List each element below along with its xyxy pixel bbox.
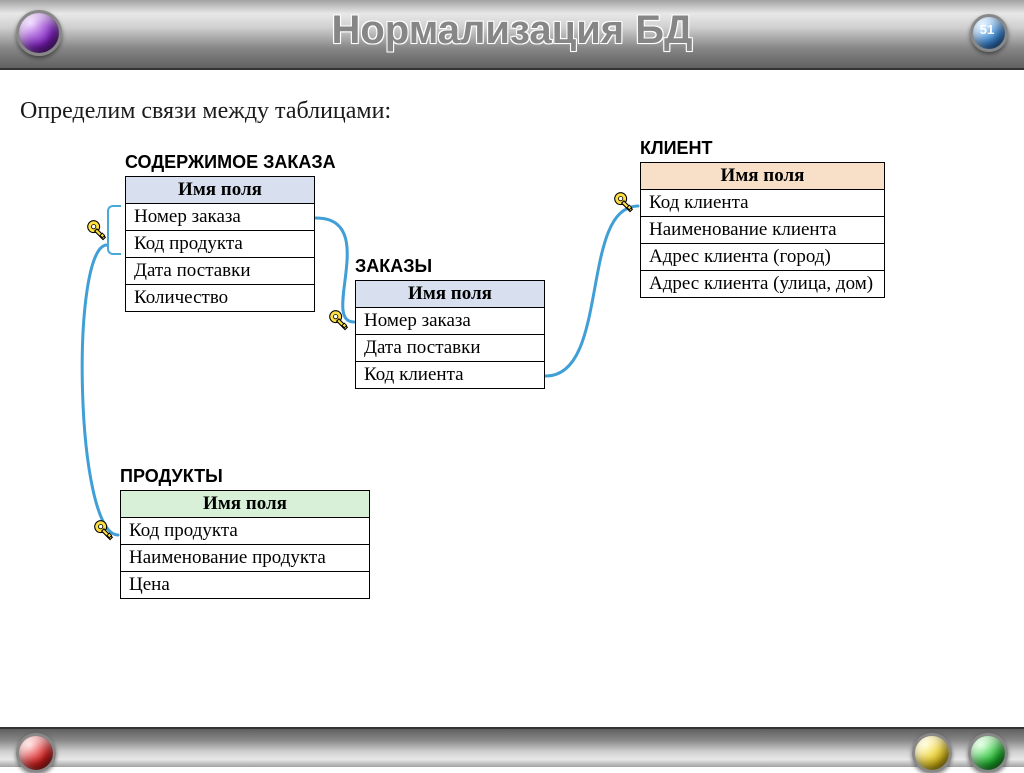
table-cell: Код клиента [641,190,885,217]
table-title-orders: ЗАКАЗЫ [355,256,432,277]
table-cell: Код продукта [126,231,315,258]
table-cell: Наименование клиента [641,217,885,244]
table-cell: Дата поставки [126,258,315,285]
slide-title: Нормализация БД [0,8,1024,53]
table-header: Имя поля [126,177,315,204]
orb-green [968,733,1008,773]
table-cell: Код клиента [356,362,545,389]
table-title-order_content: СОДЕРЖИМОЕ ЗАКАЗА [125,152,336,173]
table-cell: Код продукта [121,518,370,545]
table-cell: Номер заказа [356,308,545,335]
orb-yellow [912,733,952,773]
table-header: Имя поля [356,281,545,308]
lead-text: Определим связи между таблицами: [20,98,391,125]
key-icon [92,518,118,544]
key-icon [612,190,638,216]
table-order_content: Имя поляНомер заказаКод продуктаДата пос… [125,176,315,312]
table-header: Имя поля [121,491,370,518]
table-title-client: КЛИЕНТ [640,138,713,159]
table-header: Имя поля [641,163,885,190]
table-cell: Дата поставки [356,335,545,362]
table-client: Имя поляКод клиентаНаименование клиентаА… [640,162,885,298]
orb-red [16,733,56,773]
table-cell: Номер заказа [126,204,315,231]
table-orders: Имя поляНомер заказаДата поставкиКод кли… [355,280,545,389]
key-icon [327,308,353,334]
table-cell: Количество [126,285,315,312]
content-area: Определим связи между таблицами: СОДЕРЖИ… [0,70,1024,727]
table-cell: Цена [121,572,370,599]
bottom-bar [0,727,1024,767]
table-title-products: ПРОДУКТЫ [120,466,223,487]
table-cell: Наименование продукта [121,545,370,572]
table-products: Имя поляКод продуктаНаименование продукт… [120,490,370,599]
table-cell: Адрес клиента (улица, дом) [641,271,885,298]
key-icon [85,218,111,244]
table-cell: Адрес клиента (город) [641,244,885,271]
